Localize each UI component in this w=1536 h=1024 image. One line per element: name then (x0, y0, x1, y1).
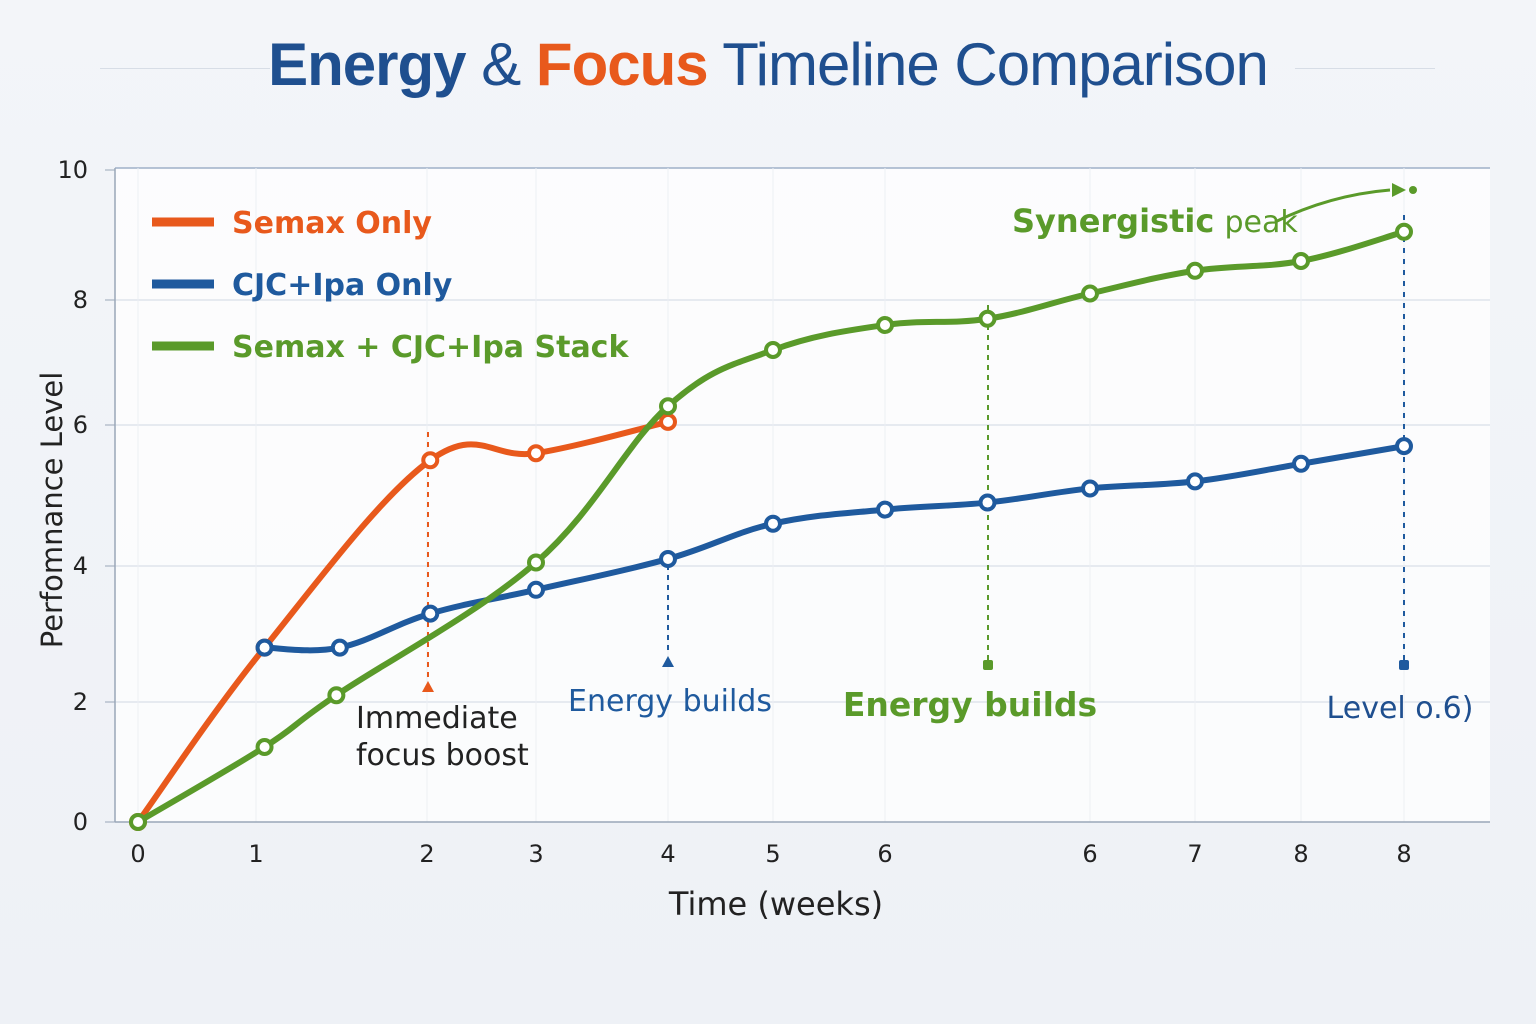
data-point-cjc-ipa-only (255, 638, 274, 657)
x-tick-label: 5 (765, 840, 780, 868)
x-tick-label: 6 (877, 840, 892, 868)
data-point-cjc-ipa-only (421, 604, 440, 623)
annotation-immediate: Immediate (356, 701, 518, 736)
legend-label: Semax + CJC+Ipa Stack (232, 330, 629, 365)
data-point-semax-cjc-ipa-stack (659, 397, 677, 416)
y-tick-label: 0 (73, 808, 88, 836)
data-point-semax-only (659, 412, 677, 431)
title-rest: Timeline Comparison (722, 31, 1269, 98)
data-point-semax-cjc-ipa-stack (764, 341, 782, 359)
data-point-cjc-ipa-only (978, 493, 997, 512)
legend: Semax Only CJC+Ipa Only Semax + CJC+Ipa St… (152, 206, 629, 365)
data-point-cjc-ipa-only (330, 638, 349, 657)
legend-label: CJC+Ipa Only (232, 268, 453, 303)
plot-area (115, 168, 1490, 822)
x-tick-label: 6 (1082, 840, 1097, 868)
x-tick-label: 2 (419, 840, 434, 868)
y-axis-label: Perfomnance Level (35, 372, 69, 649)
annotation-energy-builds-blue: Energy builds (568, 684, 772, 719)
annotation-synergistic: Synergistic (1012, 202, 1214, 240)
annotation-synergistic-peak: Synergistic peak (1012, 202, 1298, 240)
data-point-cjc-ipa-only (659, 549, 677, 568)
data-point-semax-cjc-ipa-stack (1292, 252, 1310, 270)
x-tick-label: 8 (1396, 840, 1411, 868)
data-point-cjc-ipa-only (1186, 472, 1204, 491)
x-tick-label: 4 (660, 840, 675, 868)
x-tick-label: 3 (528, 840, 543, 868)
title-focus: Focus (535, 31, 709, 98)
level-marker-icon (1399, 660, 1409, 670)
data-point-semax-cjc-ipa-stack (1395, 222, 1413, 241)
y-tick-label: 6 (73, 411, 88, 439)
y-tick-label: 4 (73, 552, 88, 580)
data-point-semax-cjc-ipa-stack (255, 738, 274, 756)
title-energy: Energy (268, 31, 466, 98)
data-point-semax-cjc-ipa-stack (327, 686, 346, 705)
data-point-semax-cjc-ipa-stack (527, 553, 545, 572)
x-tick-label: 7 (1187, 840, 1202, 868)
data-point-semax-cjc-ipa-stack (1186, 261, 1204, 280)
y-tick-label: 2 (73, 688, 88, 716)
energy-builds-green-marker-icon (983, 660, 993, 670)
annotation-energy-builds-green: Energy builds (843, 685, 1097, 724)
data-point-semax-only (421, 451, 440, 470)
series-line-semax-only (135, 418, 671, 825)
title-amp: & (481, 31, 521, 98)
annotation-level: Level o.6) (1327, 691, 1474, 726)
legend-label: Semax Only (232, 206, 432, 241)
data-point-semax-cjc-ipa-stack (978, 309, 997, 328)
data-point-cjc-ipa-only (764, 514, 782, 533)
x-tick-label: 0 (130, 840, 145, 868)
x-tick-label: 8 (1293, 840, 1308, 868)
x-axis-label: Time (weeks) (668, 885, 883, 923)
x-tick-label: 1 (248, 840, 263, 868)
y-tick-label: 10 (57, 156, 88, 184)
annotation-focus-boost: focus boost (356, 738, 529, 773)
title-rule-left (100, 68, 270, 69)
data-point-cjc-ipa-only (1081, 479, 1099, 498)
data-point-cjc-ipa-only (1292, 454, 1310, 473)
data-point-semax-cjc-ipa-stack (1081, 284, 1099, 303)
data-point-cjc-ipa-only (527, 580, 545, 599)
focus-boost-arrow-icon (422, 681, 434, 692)
title-rule-right (1295, 68, 1435, 69)
chart-title: Energy & Focus Timeline Comparison (0, 30, 1536, 99)
synergistic-peak-arrowhead-icon (1392, 183, 1406, 197)
data-point-cjc-ipa-only (876, 500, 894, 519)
data-point-semax-cjc-ipa-stack (876, 316, 894, 334)
synergistic-peak-arrow (1274, 188, 1391, 224)
data-point-cjc-ipa-only (1395, 437, 1413, 456)
data-point-semax-only (527, 444, 545, 463)
energy-builds-blue-arrow-icon (662, 656, 674, 667)
synergistic-peak-dot (1409, 186, 1417, 194)
data-point-semax-cjc-ipa-stack (129, 813, 147, 831)
annotation-peak: peak (1225, 205, 1299, 240)
y-tick-label: 8 (73, 286, 88, 314)
